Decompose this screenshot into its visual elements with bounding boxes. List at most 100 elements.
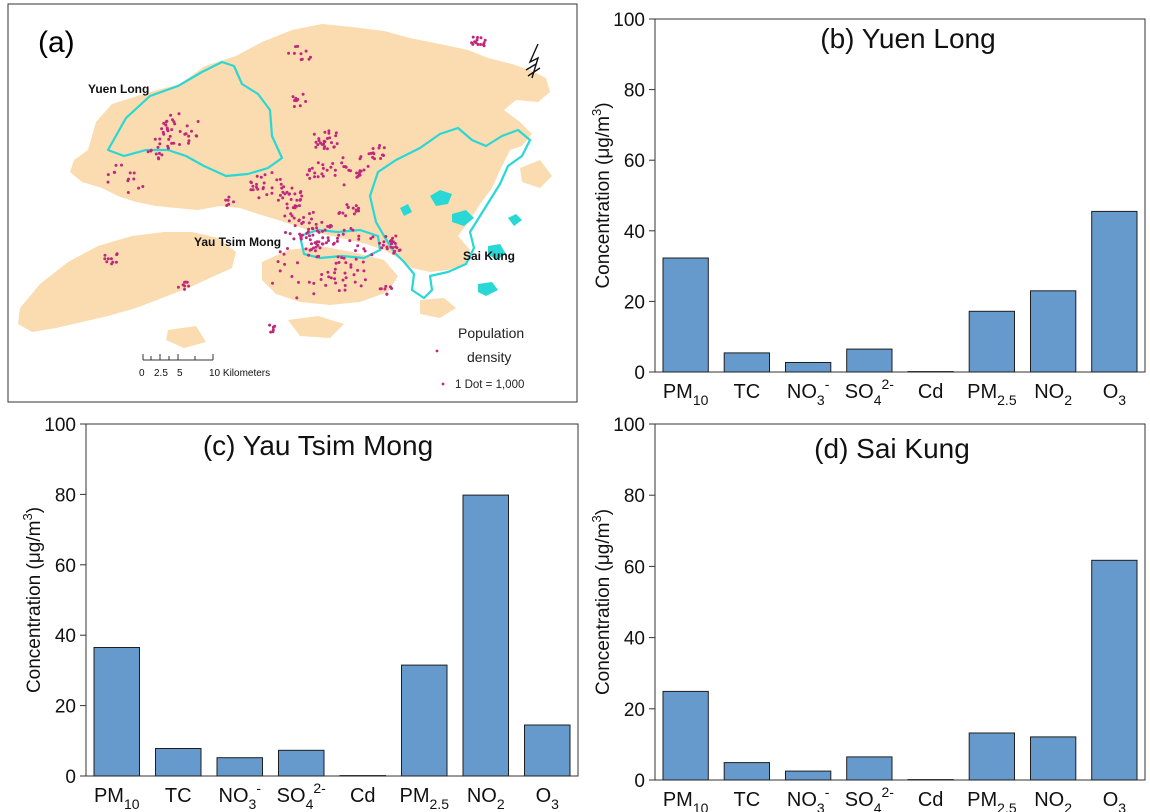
scale-bar (142, 354, 214, 361)
population-dot (341, 278, 345, 282)
population-dot (249, 180, 253, 184)
population-dot (120, 163, 123, 167)
population-dot (482, 41, 486, 45)
population-dot (391, 246, 395, 250)
x-tick-label: NO2 (1034, 789, 1072, 812)
population-dot (183, 132, 187, 136)
population-dot (149, 148, 153, 152)
population-dot (329, 276, 333, 280)
y-tick-label: 100 (613, 415, 645, 436)
population-dot (302, 216, 306, 219)
bar-no3 (216, 757, 263, 777)
population-dot (170, 141, 174, 145)
population-dot (304, 247, 308, 251)
population-dot (304, 49, 308, 53)
population-dot (321, 166, 325, 170)
population-dot (479, 43, 483, 46)
population-dot (345, 203, 349, 207)
population-dot (322, 139, 326, 143)
bar-tc (155, 748, 202, 777)
population-dot (371, 235, 375, 239)
bar-pm10 (662, 257, 709, 373)
y-axis-label: Concentration (μg/m3) (20, 507, 45, 693)
population-dot (298, 204, 301, 208)
population-dot (483, 38, 487, 42)
population-dot (126, 191, 130, 194)
population-dot (265, 193, 269, 197)
population-dot (295, 296, 299, 300)
x-tick-label: TC (734, 789, 761, 811)
population-dot (128, 171, 132, 175)
population-dot (282, 252, 286, 256)
population-dot (341, 211, 345, 215)
population-dot (251, 188, 255, 192)
population-dot (369, 237, 373, 240)
plot-area (654, 18, 1146, 373)
yau-tsim-mong-label: Yau Tsim Mong (194, 235, 281, 249)
y-tick-label: 40 (624, 629, 645, 650)
x-tick-label: TC (734, 381, 761, 403)
population-dot (358, 171, 361, 175)
population-dot (318, 246, 322, 250)
population-dot (103, 257, 107, 261)
population-dot (158, 137, 162, 141)
bar-pm10 (93, 647, 140, 777)
bar-o3 (1091, 559, 1138, 781)
lantau-land (18, 232, 236, 332)
population-dot (278, 250, 282, 254)
population-dot (357, 237, 361, 241)
population-dot (342, 228, 346, 232)
population-dot (162, 132, 166, 136)
population-dot (397, 249, 401, 252)
bar-no2 (1030, 736, 1077, 781)
population-dot (321, 236, 325, 240)
population-dot (312, 281, 316, 285)
legend-title-line-2: density (467, 349, 511, 365)
population-dot (127, 177, 130, 181)
population-dot (385, 247, 389, 251)
population-dot (341, 156, 345, 160)
population-dot (105, 260, 109, 264)
population-dot (385, 292, 389, 296)
scale-label-0: 0 (139, 368, 145, 379)
population-dot (332, 241, 336, 245)
population-dot (285, 206, 289, 210)
legend-title-line-1: Population (458, 325, 524, 341)
population-dot (172, 141, 176, 145)
population-dot (351, 206, 355, 210)
population-dot (378, 241, 382, 245)
population-dot (275, 178, 279, 182)
population-dot (326, 236, 330, 240)
population-dot (336, 236, 339, 240)
bar-so42 (278, 749, 325, 777)
population-dot (283, 214, 287, 218)
bar-no3 (785, 362, 832, 373)
population-dot (285, 202, 289, 206)
population-dot (391, 240, 395, 244)
population-dot (394, 245, 398, 249)
chart-yau-tsim-mong: 0 20 40 60 80 100 Concentration (μg/m3) (c) Yau… (20, 415, 579, 812)
population-dot (308, 212, 311, 216)
population-dot (343, 271, 347, 275)
x-tick-label: PM2.5 (400, 785, 450, 812)
population-dot (286, 247, 289, 250)
population-dot (394, 234, 398, 238)
population-dot (329, 165, 333, 169)
population-dot (335, 142, 339, 146)
y-tick-label: 0 (634, 771, 645, 792)
population-dot (307, 253, 311, 257)
population-dot (320, 220, 324, 224)
population-dot (187, 141, 190, 145)
population-dot (300, 57, 304, 61)
population-dot (327, 275, 331, 279)
population-dot (132, 177, 136, 181)
population-dot (255, 182, 258, 186)
population-dot (301, 92, 305, 96)
sai-kung-islands (400, 190, 522, 296)
district-outlines (106, 60, 532, 300)
y-axis-label: Concentration (μg/m3) (589, 509, 614, 695)
population-dot (114, 260, 118, 264)
x-tick-label: NO3- (219, 780, 262, 812)
population-dot (321, 229, 324, 233)
population-dot (169, 113, 173, 117)
